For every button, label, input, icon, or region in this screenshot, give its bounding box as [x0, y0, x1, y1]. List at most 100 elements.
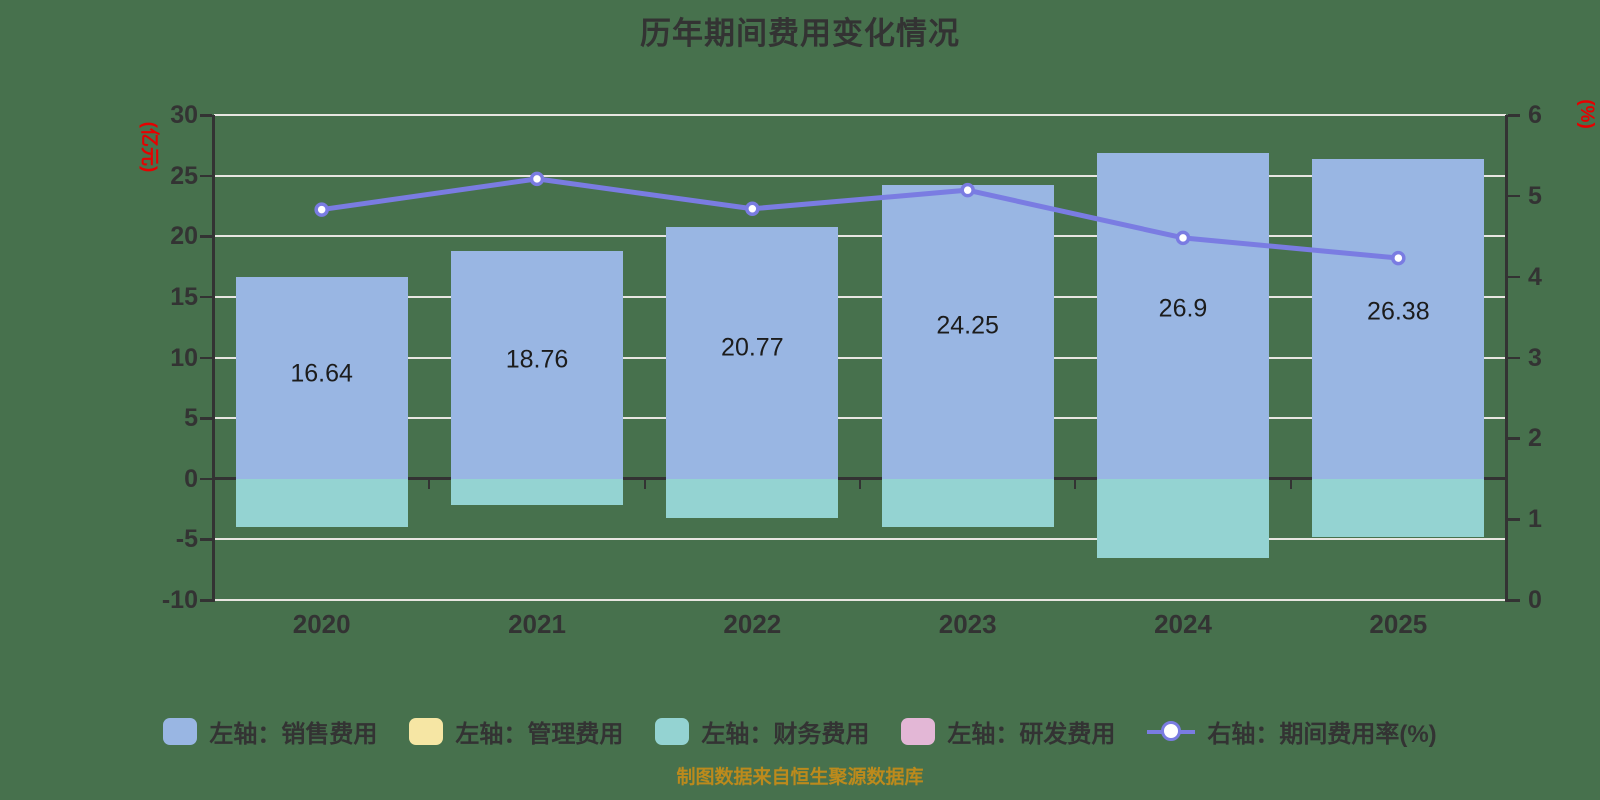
- right-axis-tick-label: 0: [1528, 586, 1542, 614]
- left-axis-tick-label: 20: [170, 222, 198, 251]
- expense-ratio-point-2022[interactable]: [745, 201, 760, 217]
- x-axis-boundary-tick: [643, 478, 646, 489]
- bar-sales-2022[interactable]: [666, 226, 839, 479]
- gridline: [214, 174, 1506, 177]
- gridline: [214, 114, 1506, 116]
- bar-sales-2021[interactable]: [451, 251, 623, 479]
- expense-ratio-point-2023[interactable]: [960, 182, 975, 198]
- left-axis-tick: [200, 538, 212, 541]
- legend: 左轴：销售费用 左轴：管理费用 左轴：财务费用 左轴：研发费用 右轴：期间费用率(%): [0, 714, 1600, 749]
- legend-swatch-admin: [409, 718, 444, 745]
- legend-item-sales[interactable]: 左轴：销售费用: [163, 714, 377, 749]
- expense-ratio-point-2020[interactable]: [314, 202, 329, 217]
- bar-sales-2024[interactable]: [1097, 152, 1269, 479]
- left-axis-tick: [200, 235, 212, 238]
- legend-swatch-sales: [163, 718, 198, 745]
- legend-item-admin[interactable]: 左轴：管理费用: [409, 714, 623, 749]
- expense-ratio-line[interactable]: [321, 176, 1399, 261]
- bar-value-label-2021: 18.76: [505, 345, 569, 374]
- left-y-axis-line: [212, 115, 215, 602]
- x-axis-label-2025: 2025: [1369, 609, 1428, 639]
- bar-finance-2025[interactable]: [1312, 478, 1485, 537]
- bar-value-label-2022: 20.77: [721, 333, 784, 362]
- right-axis-tick-label: 6: [1528, 101, 1542, 129]
- x-axis-label-2020: 2020: [292, 609, 351, 639]
- right-axis-tick: [1508, 356, 1520, 359]
- gridline: [214, 356, 1506, 359]
- left-axis-tick-label: 30: [170, 101, 198, 129]
- chart-caption: 制图数据来自恒生聚源数据库: [676, 767, 924, 788]
- x-axis-boundary-tick: [428, 478, 431, 489]
- left-axis-tick: [200, 356, 212, 359]
- gridline: [214, 599, 1506, 601]
- gridline: [214, 417, 1506, 420]
- gridline: [214, 235, 1506, 238]
- gridline: [214, 295, 1506, 298]
- legend-swatch-finance: [655, 718, 690, 745]
- legend-line-marker-icon: [1147, 718, 1196, 745]
- right-axis-tick: [1508, 599, 1520, 602]
- gridline: [214, 538, 1506, 541]
- right-axis-tick-label: 3: [1528, 343, 1542, 372]
- right-axis-name: (%): [1576, 99, 1597, 129]
- bar-value-label-2020: 16.64: [290, 359, 353, 388]
- x-axis-label-2023: 2023: [938, 609, 997, 639]
- left-axis-tick-label: 5: [184, 404, 198, 433]
- x-axis-label-2024: 2024: [1154, 609, 1212, 639]
- right-axis-tick-label: 4: [1528, 262, 1542, 291]
- bar-sales-2023[interactable]: [881, 184, 1054, 479]
- x-axis-label-2022: 2022: [723, 609, 782, 639]
- legend-label-rd: 左轴：研发费用: [947, 721, 1116, 748]
- right-axis-tick: [1508, 518, 1520, 521]
- bar-finance-2024[interactable]: [1097, 478, 1269, 558]
- legend-item-finance[interactable]: 左轴：财务费用: [655, 714, 869, 749]
- left-axis-tick-label: 15: [170, 282, 198, 311]
- right-axis-tick-label: 2: [1528, 424, 1542, 453]
- left-axis-tick-label: 25: [170, 161, 198, 190]
- bar-value-label-2025: 26.38: [1367, 297, 1430, 326]
- legend-label-ratio: 右轴：期间费用率(%): [1207, 721, 1437, 748]
- expense-ratio-point-2021[interactable]: [529, 171, 545, 187]
- left-axis-tick: [200, 295, 212, 299]
- left-axis-name: (亿元): [138, 121, 160, 173]
- right-axis-tick-label: 5: [1528, 181, 1542, 210]
- legend-label-finance: 左轴：财务费用: [701, 721, 870, 748]
- right-y-axis-line: [1505, 115, 1508, 602]
- right-axis-tick: [1508, 114, 1520, 117]
- bar-value-label-2023: 24.25: [936, 311, 999, 340]
- right-axis-tick: [1508, 437, 1520, 440]
- bar-finance-2020[interactable]: [235, 478, 408, 528]
- left-axis-tick-label: 0: [184, 464, 198, 493]
- bar-finance-2023[interactable]: [881, 478, 1054, 528]
- bar-finance-2022[interactable]: [666, 478, 839, 518]
- legend-item-rd[interactable]: 左轴：研发费用: [901, 714, 1115, 749]
- left-axis-tick: [200, 114, 212, 117]
- legend-label-admin: 左轴：管理费用: [455, 721, 624, 748]
- left-axis-tick-label: 10: [170, 343, 198, 372]
- bar-finance-2021[interactable]: [451, 478, 623, 506]
- expense-ratio-point-2024[interactable]: [1175, 230, 1191, 246]
- x-axis-boundary-tick: [859, 478, 861, 489]
- x-axis-label-2021: 2021: [508, 609, 566, 639]
- expense-ratio-point-2025[interactable]: [1391, 250, 1406, 266]
- left-axis-tick: [200, 417, 212, 420]
- x-axis-boundary-tick: [1289, 478, 1292, 489]
- right-axis-tick: [1508, 194, 1520, 198]
- right-axis-tick-label: 1: [1528, 505, 1542, 534]
- bar-sales-2025[interactable]: [1312, 158, 1485, 479]
- left-axis-tick: [200, 599, 212, 602]
- right-axis-tick: [1508, 275, 1520, 279]
- legend-item-ratio[interactable]: 右轴：期间费用率(%): [1147, 714, 1437, 749]
- bar-sales-2020[interactable]: [235, 276, 408, 479]
- x-axis-boundary-tick: [1074, 478, 1077, 489]
- legend-label-sales: 左轴：销售费用: [209, 721, 378, 748]
- left-axis-tick-label: -10: [161, 586, 198, 614]
- left-axis-tick: [200, 477, 212, 481]
- legend-swatch-rd: [901, 718, 936, 745]
- bar-value-label-2024: 26.9: [1158, 294, 1208, 323]
- left-axis-tick-label: -5: [175, 525, 198, 554]
- left-axis-tick: [200, 174, 212, 178]
- chart-title: 历年期间费用变化情况: [640, 16, 960, 51]
